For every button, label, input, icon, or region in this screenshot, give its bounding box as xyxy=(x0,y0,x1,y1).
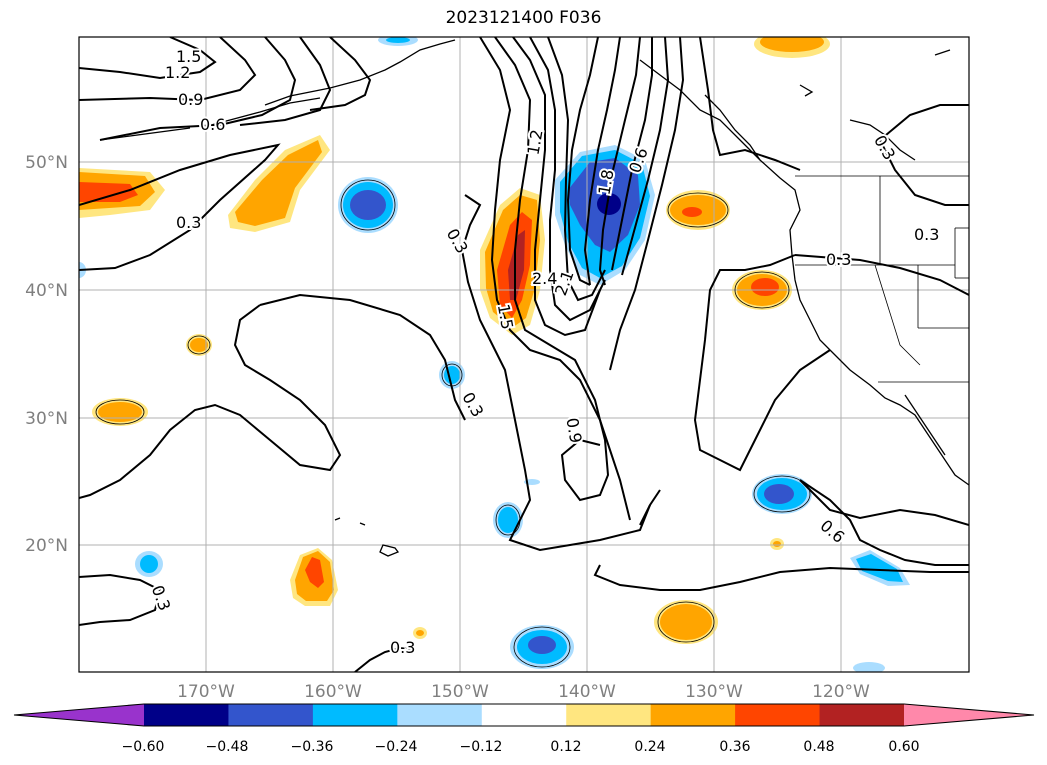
colorbar-tick-label: 0.12 xyxy=(550,739,581,755)
lat-label: 40°N xyxy=(25,281,68,301)
colorbar-tick-label: −0.12 xyxy=(460,739,503,755)
contour-lines xyxy=(79,37,969,672)
colorbar-tick-label: −0.24 xyxy=(375,739,418,755)
colorbar-tick-label: −0.36 xyxy=(291,739,334,755)
anomaly-outlines xyxy=(95,179,811,668)
colorbar-segment xyxy=(144,704,229,726)
contour-label: 0.3 xyxy=(176,213,201,232)
plot-frame xyxy=(78,36,970,673)
contour-label: 1.2 xyxy=(165,63,190,82)
lon-label: 170°W xyxy=(177,682,235,702)
colorbar-tick-label: 0.48 xyxy=(803,739,834,755)
colorbar-segment xyxy=(228,704,314,726)
latitude-labels: 50°N 40°N 30°N 20°N xyxy=(25,153,68,556)
colorbar: −0.60 −0.48 −0.36 −0.24 −0.12 0.12 0.24 … xyxy=(13,703,1035,755)
contour-label: 0.3 xyxy=(914,225,939,244)
colorbar-outline xyxy=(13,703,1035,727)
colorbar-segments xyxy=(13,703,1035,727)
map-title: 2023121400 F036 xyxy=(445,8,602,28)
contour-label: 0.3 xyxy=(826,250,851,269)
map-plot: 1.5 1.2 0.9 0.6 0.3 0.3 1.2 2.4 2.1 1.8 … xyxy=(79,37,969,672)
lat-label: 50°N xyxy=(25,153,68,173)
colorbar-tick-label: 0.36 xyxy=(719,739,750,755)
colorbar-segment xyxy=(735,704,821,726)
contour-label: 0.3 xyxy=(390,638,415,657)
colorbar-segment xyxy=(312,704,398,726)
colorbar-tick-label: −0.48 xyxy=(206,739,249,755)
lon-label: 160°W xyxy=(304,682,362,702)
longitude-labels: 170°W 160°W 150°W 140°W 130°W 120°W xyxy=(177,682,870,702)
colorbar-segment xyxy=(566,704,652,726)
contour-label: 0.6 xyxy=(200,115,225,134)
colorbar-segment xyxy=(650,704,736,726)
colorbar-tick-label: 0.24 xyxy=(634,739,665,755)
contour-label: 1.5 xyxy=(176,47,201,66)
colorbar-tick-label: 0.60 xyxy=(888,739,919,755)
political-borders xyxy=(795,175,969,383)
colorbar-ticks: −0.60 −0.48 −0.36 −0.24 −0.12 0.12 0.24 … xyxy=(122,739,920,755)
lat-label: 20°N xyxy=(25,536,68,556)
lon-label: 150°W xyxy=(431,682,489,702)
colorbar-tick-label: −0.60 xyxy=(122,739,165,755)
lon-label: 130°W xyxy=(685,682,743,702)
colorbar-segment xyxy=(904,704,1034,726)
colorbar-segment xyxy=(481,704,567,726)
contour-label: 2.4 xyxy=(532,269,557,288)
colorbar-segment xyxy=(819,704,905,726)
lat-label: 30°N xyxy=(25,409,68,429)
lon-label: 120°W xyxy=(812,682,870,702)
contour-label: 0.9 xyxy=(178,90,203,109)
colorbar-segment xyxy=(397,704,483,726)
colorbar-segment xyxy=(14,704,144,726)
lon-label: 140°W xyxy=(558,682,616,702)
